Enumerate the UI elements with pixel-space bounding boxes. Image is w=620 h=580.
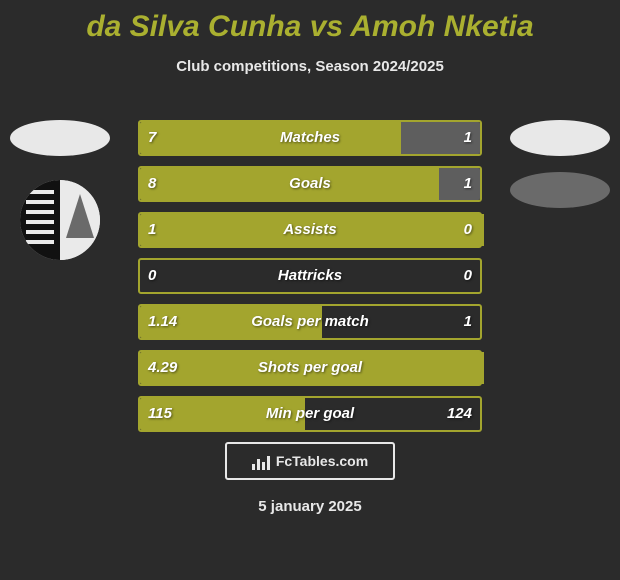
club-crest-icon <box>20 180 100 260</box>
stat-label: Min per goal <box>138 396 482 432</box>
stat-row: 81Goals <box>138 166 482 202</box>
date-text: 5 january 2025 <box>0 498 620 515</box>
stat-row: 4.29Shots per goal <box>138 350 482 386</box>
stat-row: 1.141Goals per match <box>138 304 482 340</box>
stat-row: 00Hattricks <box>138 258 482 294</box>
brand-text: FcTables.com <box>276 453 368 469</box>
right-team-badge-placeholder-1 <box>510 120 610 156</box>
right-team-badge-placeholder-2 <box>510 172 610 208</box>
bar-chart-icon <box>252 452 270 470</box>
stat-row: 10Assists <box>138 212 482 248</box>
stat-label: Goals per match <box>138 304 482 340</box>
subtitle: Club competitions, Season 2024/2025 <box>0 58 620 75</box>
comparison-chart: 71Matches 81Goals 10Assists 00Hattricks 1.14… <box>138 120 482 442</box>
brand-logo: FcTables.com <box>225 442 395 480</box>
stat-label: Shots per goal <box>138 350 482 386</box>
left-team-badge-placeholder <box>10 120 110 156</box>
stat-row: 115124Min per goal <box>138 396 482 432</box>
page-title: da Silva Cunha vs Amoh Nketia <box>0 0 620 44</box>
stat-row: 71Matches <box>138 120 482 156</box>
stat-label: Assists <box>138 212 482 248</box>
stat-label: Goals <box>138 166 482 202</box>
stat-label: Matches <box>138 120 482 156</box>
stat-label: Hattricks <box>138 258 482 294</box>
